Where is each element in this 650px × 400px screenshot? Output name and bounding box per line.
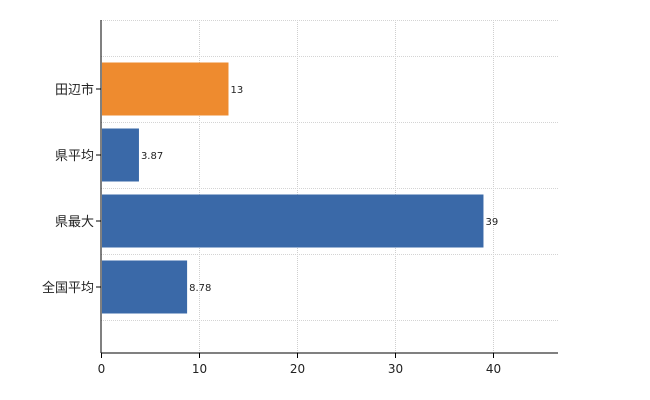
data-label: 3.87 bbox=[141, 151, 163, 162]
x-axis-ticks: 0 10 20 30 40 bbox=[98, 353, 501, 376]
bar-1 bbox=[102, 62, 229, 116]
data-labels: 13 3.87 39 8.78 bbox=[141, 85, 498, 294]
category-label: 田辺市 bbox=[55, 82, 94, 98]
data-label: 8.78 bbox=[189, 283, 211, 294]
bar-3 bbox=[102, 194, 484, 248]
x-tick-label: 0 bbox=[98, 362, 106, 376]
x-tick-label: 10 bbox=[192, 362, 207, 376]
category-label: 県最大 bbox=[55, 215, 94, 230]
bar-2 bbox=[102, 128, 139, 182]
gridlines bbox=[101, 20, 558, 353]
bar-4 bbox=[102, 260, 188, 314]
data-label: 39 bbox=[485, 217, 498, 228]
axes bbox=[100, 20, 558, 354]
x-tick-label: 30 bbox=[388, 362, 403, 376]
bars bbox=[102, 62, 484, 314]
x-tick-label: 40 bbox=[486, 362, 501, 376]
category-label: 県平均 bbox=[55, 149, 94, 164]
category-label: 全国平均 bbox=[42, 280, 94, 296]
x-tick-label: 20 bbox=[290, 362, 305, 376]
data-label: 13 bbox=[230, 85, 243, 96]
